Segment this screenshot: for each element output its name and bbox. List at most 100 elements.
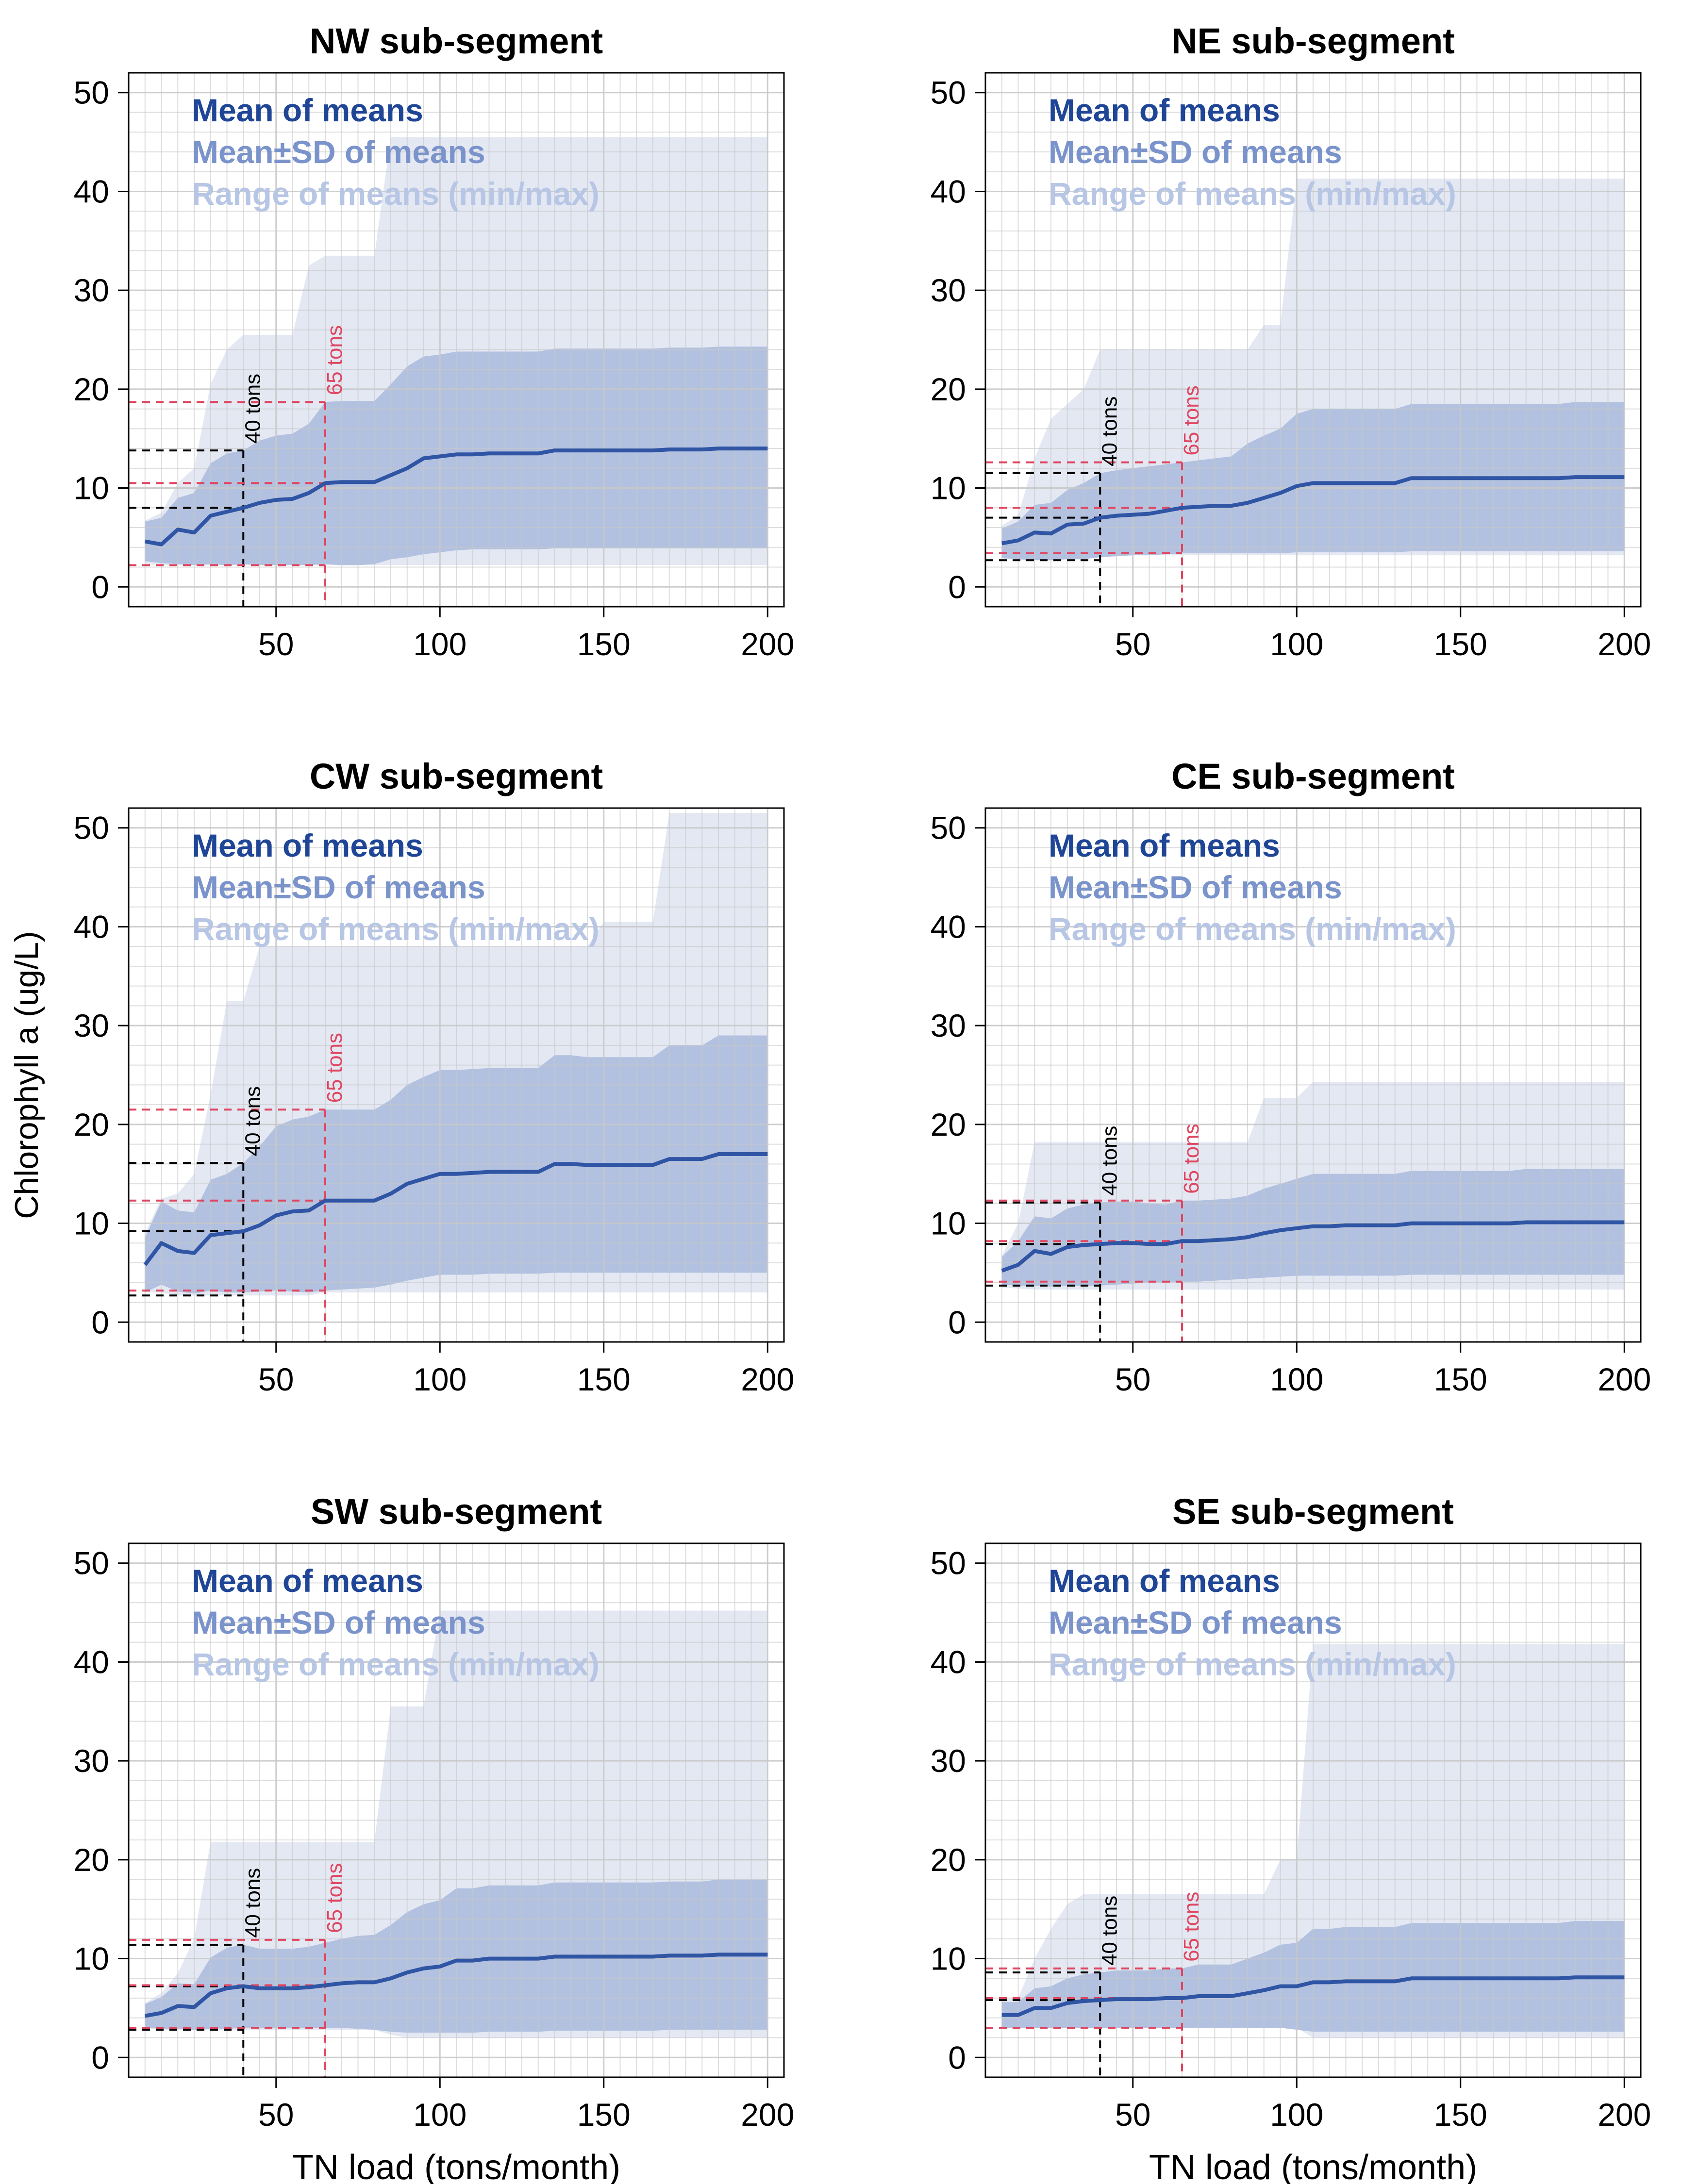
panel-title: SE sub-segment <box>1172 1491 1454 1532</box>
legend-entry: Mean±SD of means <box>192 1605 485 1640</box>
legend-entry: Mean of means <box>192 1563 423 1599</box>
y-tick-label: 20 <box>931 1107 966 1142</box>
y-tick-label: 50 <box>74 75 109 111</box>
legend-entry: Mean of means <box>1049 1563 1280 1599</box>
y-tick-label: 20 <box>74 1842 109 1878</box>
ref-65-lines <box>985 1199 1183 1342</box>
legend-entry: Range of means (min/max) <box>1049 911 1456 947</box>
grid <box>985 73 1641 607</box>
ref-65-label: 65 tons <box>1180 1124 1203 1193</box>
legend: Mean of means Mean±SD of means Range of me… <box>1049 827 1456 947</box>
ref-40-label: 40 tons <box>1098 1125 1121 1195</box>
y-tick-label: 50 <box>931 810 966 846</box>
x-tick-label: 200 <box>741 2097 794 2133</box>
legend-entry: Range of means (min/max) <box>1049 1646 1456 1682</box>
y-tick-label: 40 <box>74 909 109 944</box>
y-tick-label: 10 <box>74 470 109 506</box>
ref-65-lines <box>129 1938 326 2077</box>
y-tick-label: 0 <box>91 569 109 605</box>
panel-cw: 40 tons 65 tons Mean of means Mean±SD of me… <box>74 756 795 1397</box>
legend-entry: Mean±SD of means <box>192 869 485 905</box>
ref-40-label: 40 tons <box>241 1086 265 1156</box>
grid <box>985 1543 1641 2077</box>
y-tick-label: 30 <box>74 1743 109 1779</box>
y-tick-label: 30 <box>931 1743 966 1779</box>
ref-40-lines <box>985 472 1101 607</box>
x-tick-label: 50 <box>1115 626 1150 662</box>
mean-line <box>1001 475 1625 546</box>
ref-40-lines <box>129 1162 245 1342</box>
ref-40-label: 40 tons <box>241 374 265 444</box>
y-tick-label: 20 <box>931 371 966 407</box>
mean-line <box>1001 1220 1625 1273</box>
y-tick-label: 40 <box>74 173 109 209</box>
panel-title: NE sub-segment <box>1171 21 1455 61</box>
ref-65-lines <box>129 1109 326 1342</box>
y-tick-label: 10 <box>931 1206 966 1241</box>
x-tick-label: 150 <box>1434 626 1487 662</box>
x-tick-label: 200 <box>1598 1361 1651 1397</box>
legend: Mean of means Mean±SD of means Range of me… <box>192 92 600 212</box>
ref-65-label: 65 tons <box>323 1863 347 1933</box>
y-tick-label: 30 <box>931 1008 966 1043</box>
ref-65-lines <box>129 401 326 607</box>
y-axis-label: Chlorophyll a (ug/L) <box>8 931 45 1219</box>
mean-line <box>145 1952 768 2018</box>
plot-frame <box>984 807 1642 1343</box>
panel-title: CW sub-segment <box>310 756 603 796</box>
panel-ne: 40 tons 65 tons Mean of means Mean±SD of me… <box>931 21 1651 662</box>
legend-entry: Range of means (min/max) <box>192 911 600 947</box>
plot-frame <box>128 1542 785 2078</box>
x-tick-label: 50 <box>258 2097 294 2133</box>
legend-entry: Mean±SD of means <box>1049 869 1342 905</box>
grid <box>985 808 1641 1342</box>
y-tick-label: 0 <box>91 1304 109 1340</box>
legend-entry: Mean of means <box>192 92 423 128</box>
x-tick-label: 100 <box>413 626 466 662</box>
y-tick-label: 50 <box>931 1545 966 1581</box>
x-tick-label: 200 <box>741 626 794 662</box>
ref-40-label: 40 tons <box>1098 397 1121 466</box>
y-tick-label: 20 <box>931 1842 966 1878</box>
legend-entry: Mean±SD of means <box>1049 134 1342 170</box>
legend-entry: Range of means (min/max) <box>1049 176 1456 212</box>
legend-entry: Mean of means <box>1049 92 1280 128</box>
legend: Mean of means Mean±SD of means Range of me… <box>192 827 600 947</box>
x-tick-label: 50 <box>1115 1361 1150 1397</box>
x-tick-label: 200 <box>1598 626 1651 662</box>
x-tick-label: 50 <box>1115 2097 1150 2133</box>
y-tick-label: 20 <box>74 1107 109 1142</box>
ref-65-label: 65 tons <box>1180 1892 1203 1962</box>
legend-entry: Mean±SD of means <box>1049 1605 1342 1640</box>
y-tick-label: 10 <box>931 1941 966 1977</box>
y-tick-label: 50 <box>74 810 109 846</box>
plot-frame <box>128 72 785 608</box>
ref-65-lines <box>985 461 1183 607</box>
y-tick-label: 0 <box>948 1304 966 1340</box>
y-tick-label: 0 <box>948 569 966 605</box>
panel-nw: 40 tons 65 tons Mean of means Mean±SD of me… <box>74 21 795 662</box>
x-tick-label: 200 <box>741 1361 794 1397</box>
grid <box>129 73 784 607</box>
mean-line <box>145 447 768 546</box>
x-axis-label: TN load (tons/month) <box>1149 2148 1477 2184</box>
panel-se: 40 tons 65 tons Mean of means Mean±SD of me… <box>931 1491 1651 2184</box>
y-tick-label: 40 <box>931 173 966 209</box>
plot-frame <box>984 1542 1642 2078</box>
ref-65-label: 65 tons <box>323 325 347 395</box>
y-tick-label: 0 <box>948 2039 966 2075</box>
y-tick-label: 20 <box>74 371 109 407</box>
y-tick-label: 30 <box>74 272 109 308</box>
panel-ce: 40 tons 65 tons Mean of means Mean±SD of me… <box>931 756 1651 1397</box>
legend-entry: Mean of means <box>192 827 423 863</box>
x-tick-label: 50 <box>258 626 294 662</box>
y-tick-label: 50 <box>74 1545 109 1581</box>
legend-entry: Range of means (min/max) <box>192 176 600 212</box>
y-tick-label: 10 <box>931 470 966 506</box>
x-tick-label: 150 <box>1434 2097 1487 2133</box>
x-axis-label: TN load (tons/month) <box>292 2148 620 2184</box>
y-tick-label: 10 <box>74 1941 109 1977</box>
x-tick-label: 150 <box>1434 1361 1487 1397</box>
ref-40-label: 40 tons <box>1098 1896 1121 1966</box>
